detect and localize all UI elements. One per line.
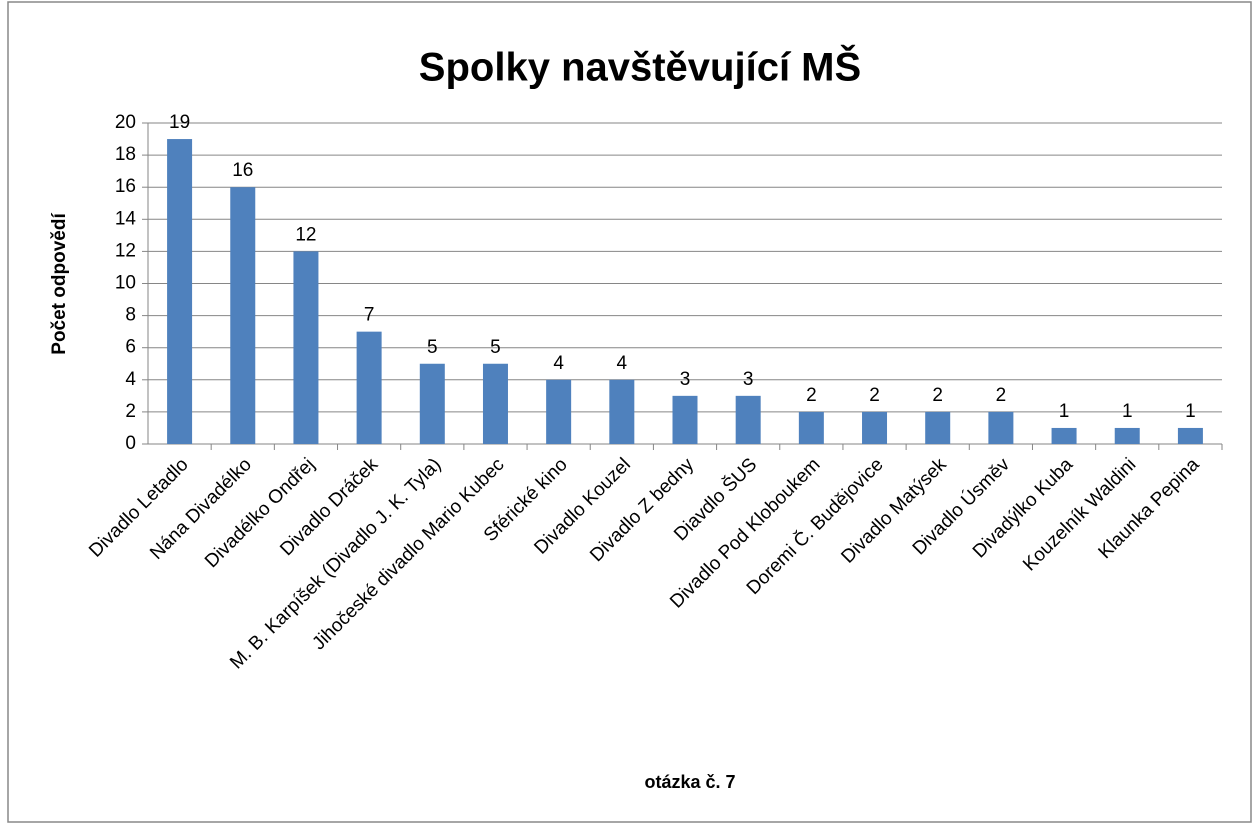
data-label: 16 [232,160,253,181]
bar [988,411,1014,444]
data-label: 1 [1059,401,1070,422]
data-label: 4 [553,353,564,374]
bar [862,411,888,444]
bar [735,395,761,444]
chart-title: Spolky navštěvující MŠ [419,44,861,90]
data-label: 2 [932,385,943,406]
bar [482,363,508,444]
bar [293,251,319,444]
data-label: 2 [869,385,880,406]
data-label: 3 [680,369,691,390]
data-label: 1 [1185,401,1196,422]
bar [230,187,256,444]
y-tick-label: 12 [115,240,136,261]
data-label: 12 [295,224,316,245]
bar [1114,427,1140,444]
bar [1177,427,1203,444]
y-tick-label: 18 [115,144,136,165]
bar [419,363,445,444]
bar [798,411,824,444]
y-tick-label: 6 [125,337,136,358]
bar [672,395,698,444]
data-label: 3 [743,369,754,390]
y-tick-label: 4 [125,369,136,390]
bar [167,139,193,445]
x-axis-title: otázka č. 7 [644,772,735,792]
y-tick-label: 16 [115,176,136,197]
data-label: 4 [617,353,628,374]
y-tick-label: 10 [115,273,136,294]
y-tick-label: 8 [125,305,136,326]
bar [356,331,382,444]
y-tick-label: 0 [125,433,136,454]
bar [546,379,572,444]
bar [925,411,951,444]
y-axis-title: Počet odpovědí [49,213,70,355]
y-tick-label: 14 [115,208,137,229]
data-label: 19 [169,112,190,133]
data-label: 2 [806,385,817,406]
data-label: 2 [996,385,1007,406]
y-tick-label: 2 [125,401,136,422]
data-label: 7 [364,305,375,326]
data-label: 5 [427,337,438,358]
y-tick-label: 20 [115,112,136,133]
bar [609,379,635,444]
data-label: 1 [1122,401,1133,422]
data-label: 5 [490,337,501,358]
bar [1051,427,1077,444]
